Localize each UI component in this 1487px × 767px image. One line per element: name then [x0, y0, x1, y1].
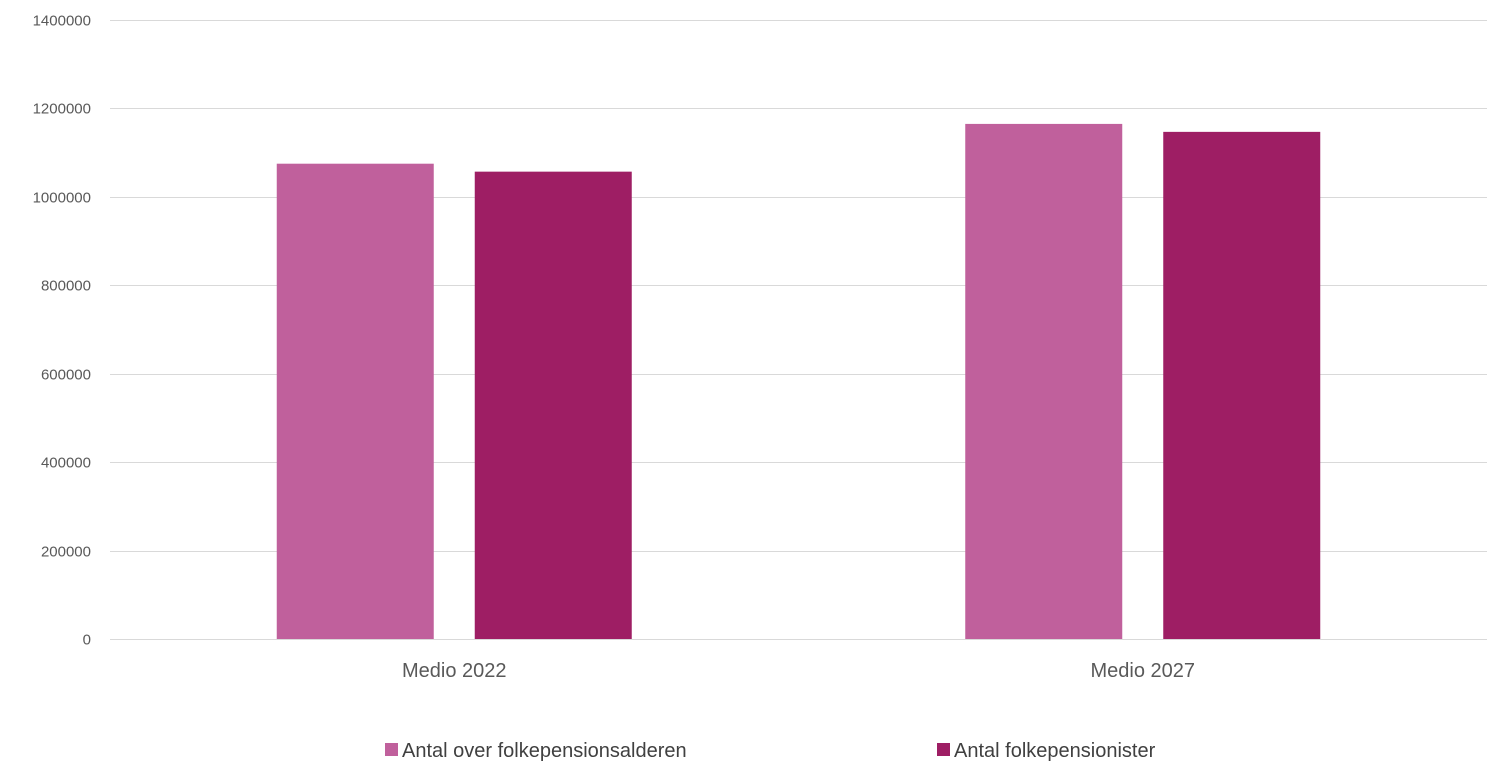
legend-label: Antal folkepensionister: [954, 740, 1156, 762]
bar-over-folkepensionsalderen: [965, 123, 1123, 640]
y-tick-label: 1400000: [33, 13, 91, 30]
x-category-label: Medio 2027: [1090, 660, 1195, 682]
bar-folkepensionister: [474, 171, 632, 639]
legend-swatch: [937, 743, 950, 756]
bar-folkepensionister: [1163, 131, 1321, 640]
x-category-label: Medio 2022: [402, 660, 507, 682]
bar-over-folkepensionsalderen: [276, 163, 434, 640]
bars: [276, 123, 1321, 640]
y-tick-label: 0: [83, 632, 91, 649]
y-tick-label: 200000: [41, 544, 91, 561]
y-tick-label: 400000: [41, 455, 91, 472]
x-axis: Medio 2022 Medio 2027: [402, 660, 1195, 682]
legend-swatch: [385, 743, 398, 756]
y-tick-label: 800000: [41, 278, 91, 295]
y-axis: 0 200000 400000 600000 800000 1000000 1200000 1…: [33, 13, 91, 649]
y-tick-label: 1200000: [33, 101, 91, 118]
y-tick-label: 600000: [41, 367, 91, 384]
legend: Antal over folkepensionsalderen Antal fol…: [385, 740, 1156, 762]
y-tick-label: 1000000: [33, 190, 91, 207]
legend-label: Antal over folkepensionsalderen: [402, 740, 687, 762]
